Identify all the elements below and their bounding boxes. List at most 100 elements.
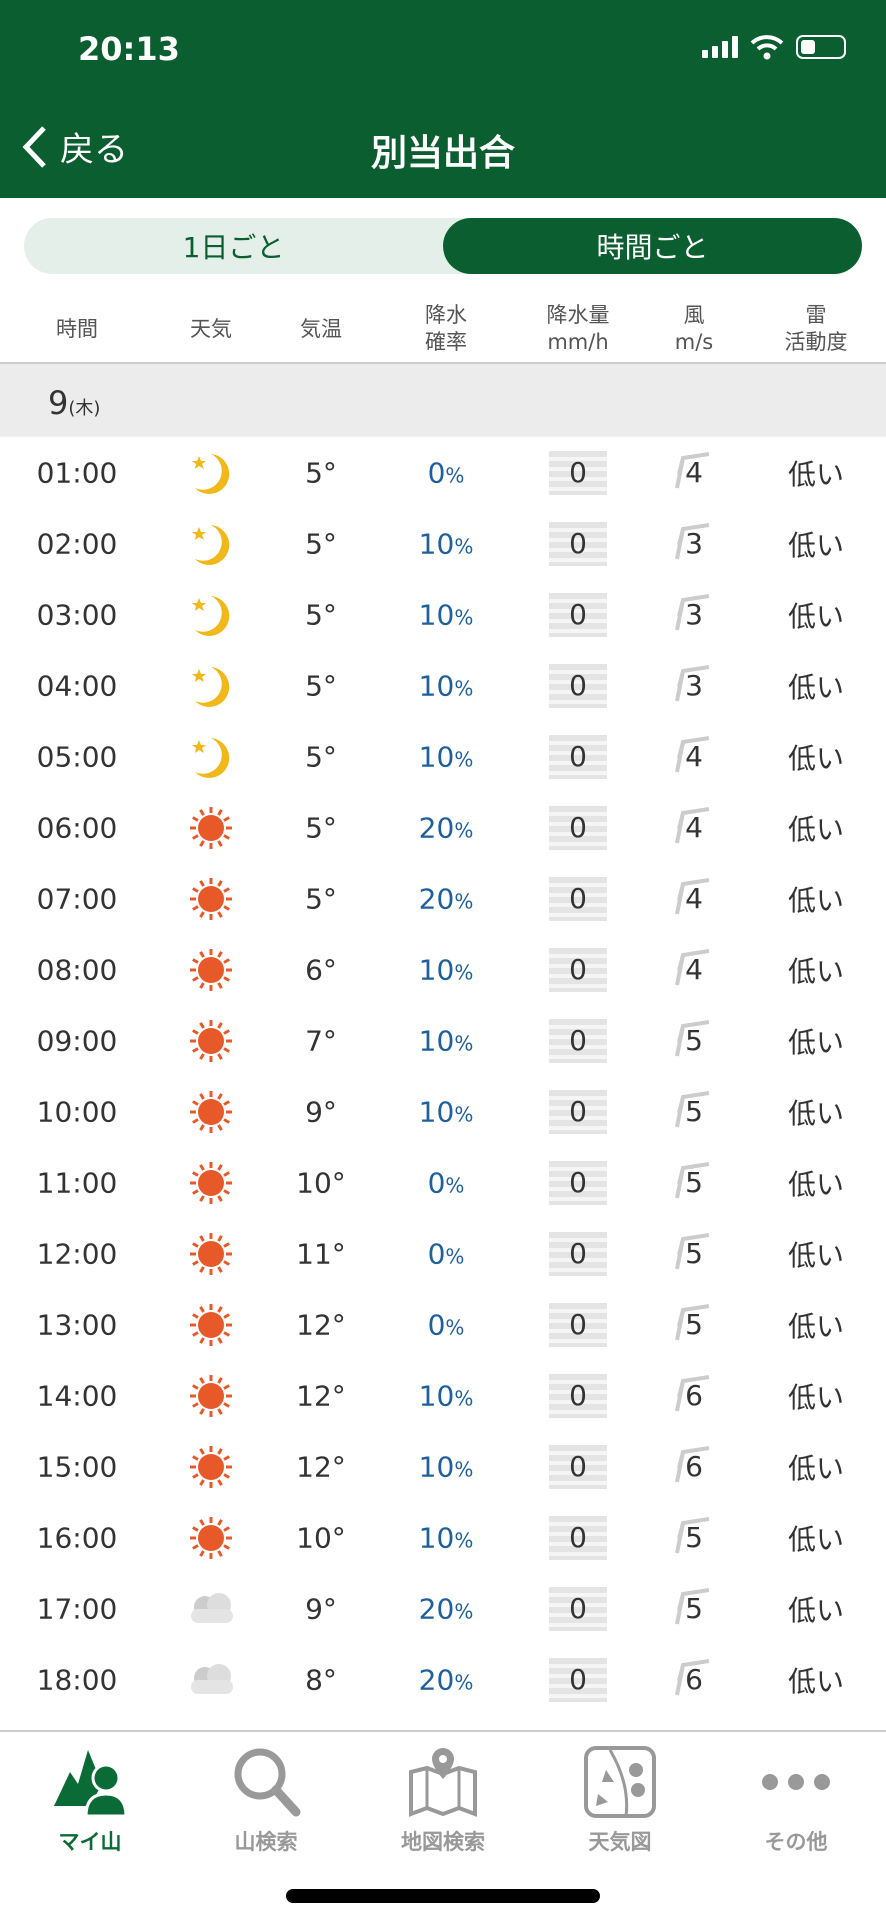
tab-more[interactable]: その他 [726, 1744, 866, 1856]
percent-unit: % [454, 1457, 474, 1481]
table-row: 08:00 6° 10% 0 4 低い [0, 934, 886, 1005]
weather-cell [188, 1373, 234, 1419]
probability-value: 0 [427, 1166, 446, 1199]
precip-amount: 0 [549, 663, 607, 708]
wind-direction-icon [675, 1658, 710, 1695]
tab-weather-map[interactable]: 天気図 [550, 1744, 690, 1856]
precip-probability: 10% [419, 1521, 474, 1554]
day-header: 9(木) [0, 364, 886, 437]
thunder-activity: 低い [787, 1522, 845, 1556]
thunder-activity: 低い [787, 599, 845, 633]
wind-cell: 5 [669, 1300, 719, 1350]
wind-speed: 5 [685, 1307, 703, 1341]
sun-icon [190, 1516, 232, 1559]
tab-label: 天気図 [588, 1830, 652, 1854]
weather-cell [188, 1018, 234, 1064]
sun-icon [190, 1019, 232, 1062]
precip-amount: 0 [549, 1515, 607, 1560]
thunder-activity: 低い [787, 1025, 845, 1059]
wind-speed: 6 [685, 1449, 703, 1483]
hour: 02:00 [36, 527, 118, 560]
thunder-activity: 低い [787, 670, 845, 704]
wind-speed: 5 [685, 1094, 703, 1128]
moon-icon [192, 737, 230, 778]
weather-cell [188, 1160, 234, 1206]
percent-unit: % [454, 1031, 474, 1055]
sun-icon [190, 1445, 232, 1488]
wind-speed: 5 [685, 1165, 703, 1199]
table-row: 14:00 12° 10% 0 6 低い [0, 1360, 886, 1431]
thunder-activity: 低い [787, 1664, 845, 1698]
precip-probability: 20% [419, 882, 474, 915]
precip-probability: 0% [428, 1237, 465, 1270]
wind-cell: 3 [669, 590, 719, 640]
percent-unit: % [454, 605, 474, 629]
precip-amount: 0 [549, 1302, 607, 1347]
wind-cell: 3 [669, 519, 719, 569]
hour: 01:00 [36, 456, 118, 489]
tab-daily[interactable]: 1日ごと [182, 231, 285, 264]
hour: 15:00 [36, 1450, 118, 1483]
tab-my-mountain[interactable]: マイ山 [20, 1744, 160, 1856]
table-row: 11:00 10° 0% 0 5 低い [0, 1147, 886, 1218]
hour: 14:00 [36, 1379, 118, 1412]
wind-speed: 5 [685, 1023, 703, 1057]
wind-speed: 6 [685, 1662, 703, 1696]
header-line: 雷 [805, 303, 827, 327]
moon-icon [192, 666, 230, 707]
temperature: 9° [305, 1592, 337, 1625]
table-row: 05:00 5° 10% 0 4 低い [0, 721, 886, 792]
header-line: mm/h [547, 330, 609, 354]
probability-value: 0 [427, 1308, 446, 1341]
moon-icon [192, 524, 230, 565]
wind-cell: 5 [669, 1158, 719, 1208]
tab-hourly[interactable]: 時間ごと [443, 218, 862, 274]
sun-icon [190, 877, 232, 920]
wind-direction-icon [675, 1303, 710, 1340]
wind-speed: 4 [685, 952, 703, 986]
tab-map-search[interactable]: 地図検索 [373, 1744, 513, 1856]
sun-icon [190, 1090, 232, 1133]
wind-direction-icon [675, 806, 710, 843]
header-probability: 降水 確率 [425, 302, 467, 356]
tab-label: その他 [764, 1830, 828, 1854]
tab-label: マイ山 [58, 1830, 122, 1854]
temperature: 9° [305, 1095, 337, 1128]
probability-value: 20 [418, 1663, 455, 1696]
precip-probability: 10% [419, 1379, 474, 1412]
percent-unit: % [445, 463, 465, 487]
probability-value: 20 [418, 1592, 455, 1625]
header-line: 降水量 [546, 303, 610, 327]
sun-icon [190, 1303, 232, 1346]
tab-label: 山検索 [234, 1830, 298, 1854]
wind-cell: 5 [669, 1016, 719, 1066]
thunder-activity: 低い [787, 1309, 845, 1343]
weather-cell [189, 450, 233, 496]
wind-speed: 3 [685, 597, 703, 631]
probability-value: 10 [418, 1379, 455, 1412]
temperature: 5° [305, 598, 337, 631]
percent-unit: % [454, 534, 474, 558]
weather-cell [188, 1515, 234, 1561]
cloud-icon [191, 1592, 233, 1623]
thunder-activity: 低い [787, 1593, 845, 1627]
sun-icon [190, 1232, 232, 1275]
tab-mountain-search[interactable]: 山検索 [196, 1744, 336, 1856]
thunder-activity: 低い [787, 457, 845, 491]
precip-amount: 0 [549, 450, 607, 495]
temperature: 6° [305, 953, 337, 986]
wind-direction-icon [675, 593, 710, 630]
precip-probability: 10% [419, 740, 474, 773]
view-toggle: 1日ごと 時間ごと [24, 218, 862, 274]
wind-speed: 6 [685, 1378, 703, 1412]
back-button[interactable]: 戻る [20, 122, 128, 171]
probability-value: 20 [418, 811, 455, 844]
percent-unit: % [454, 960, 474, 984]
hour: 07:00 [36, 882, 118, 915]
probability-value: 0 [427, 456, 446, 489]
header-line: m/s [674, 330, 714, 354]
precip-probability: 0% [428, 1308, 465, 1341]
precip-probability: 20% [419, 1663, 474, 1696]
precip-probability: 10% [419, 1450, 474, 1483]
hour: 16:00 [36, 1521, 118, 1554]
